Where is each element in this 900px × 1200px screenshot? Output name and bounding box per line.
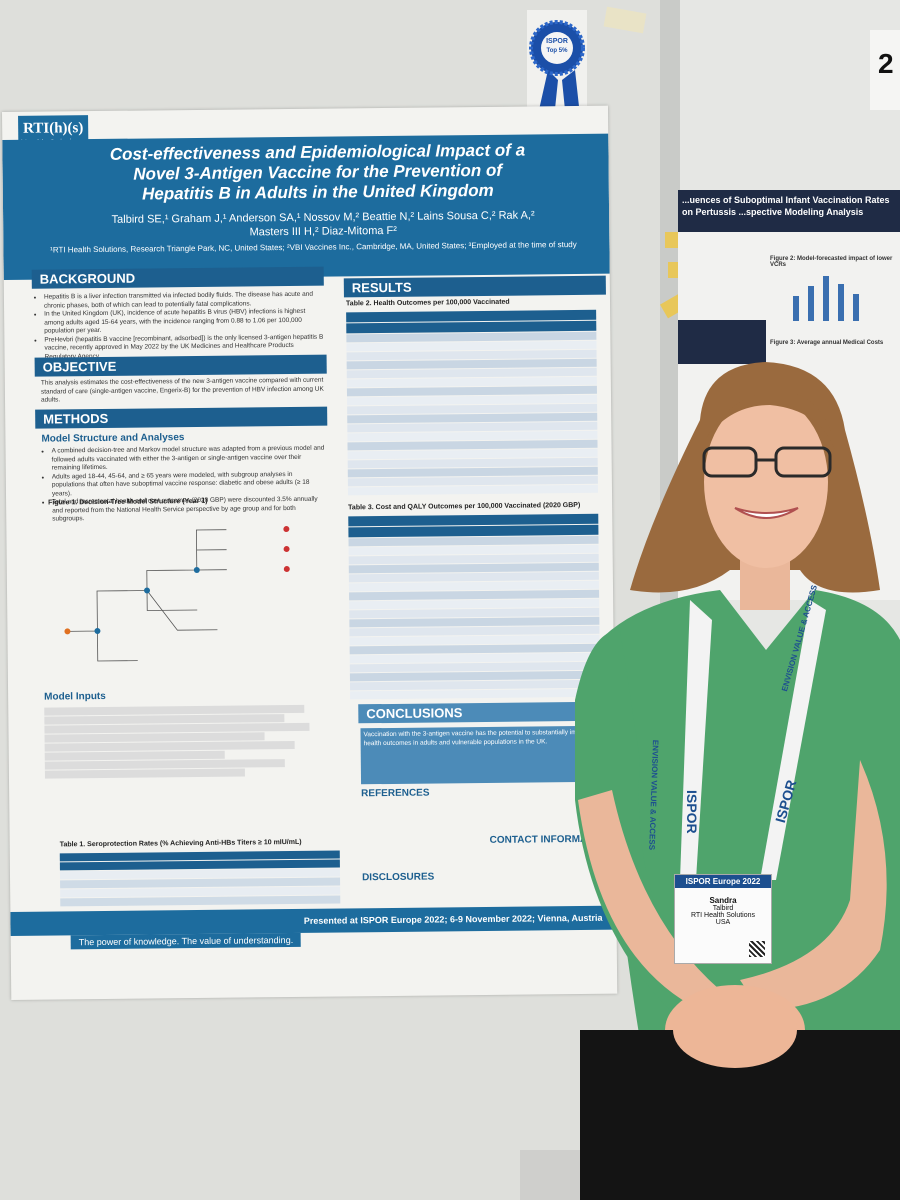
bar-art	[808, 286, 814, 321]
board-number: 2	[878, 48, 894, 79]
bar-art	[853, 294, 859, 321]
arm	[740, 760, 887, 1010]
node	[64, 628, 71, 635]
ribbon-label: Top 5%	[546, 48, 568, 54]
figure-caption: Figure 3: Average annual Medical Costs	[770, 340, 884, 346]
glasses	[702, 446, 832, 478]
badge-last-name: Talbird	[712, 905, 734, 912]
badge-first-name: Sandra	[709, 896, 737, 905]
bar-art	[793, 296, 799, 321]
node	[94, 628, 101, 635]
trousers	[580, 1030, 900, 1200]
badge-event: ISPOR Europe 2022	[675, 875, 771, 888]
badge-country: USA	[715, 919, 731, 926]
ribbon-brand: ISPOR	[546, 38, 568, 45]
number-card	[870, 30, 900, 110]
node	[283, 566, 290, 573]
figure-art	[793, 276, 859, 321]
hands	[673, 992, 797, 1068]
tape	[603, 6, 647, 34]
bar-art	[838, 284, 844, 321]
lanyard-strap	[760, 600, 826, 880]
ribbon-center	[541, 32, 573, 64]
bar-art	[823, 276, 829, 321]
figure-caption: Figure 2: Model-forecasted impact of low…	[770, 256, 893, 268]
sleeve	[575, 630, 700, 1010]
fringe	[705, 392, 835, 450]
badge-org: RTI Health Solutions	[690, 912, 756, 919]
smile	[734, 507, 799, 519]
lanyard-strap	[680, 600, 712, 880]
callout-box	[678, 320, 766, 364]
face	[704, 396, 828, 568]
name-badge: ISPOR Europe 2022 Sandra Talbird RTI Hea…	[674, 874, 772, 964]
decision-tree	[64, 526, 290, 662]
node	[283, 526, 290, 533]
qr-code	[749, 941, 765, 957]
poster: RTI(h)(s)Health Solutions Cost-effective…	[2, 105, 618, 1000]
node	[144, 587, 151, 594]
node	[193, 566, 200, 573]
node	[283, 546, 290, 553]
lanyard-brand: ISPOR	[684, 790, 700, 834]
neighbor-title: ...uences of Suboptimal Infant Vaccinati…	[678, 190, 900, 232]
